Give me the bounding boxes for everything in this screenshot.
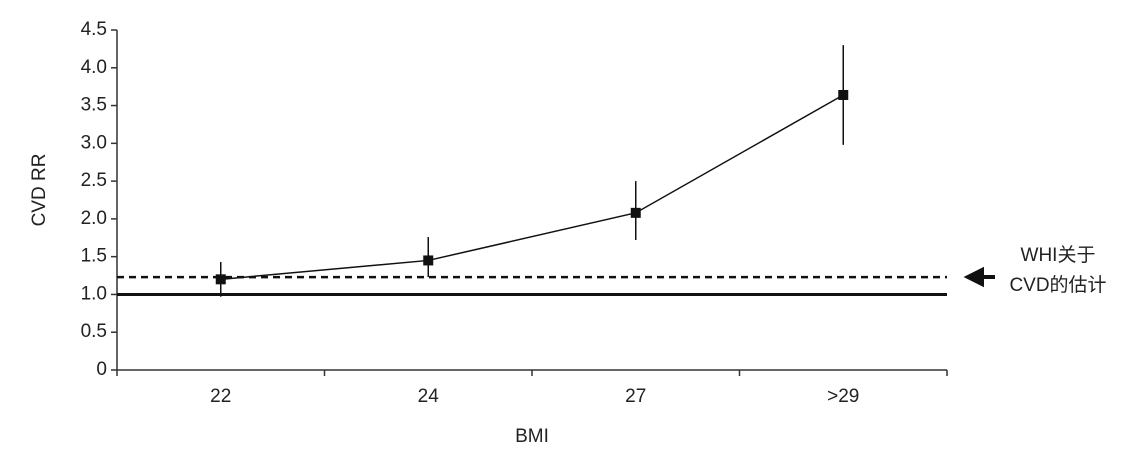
y-tick-label: 3.5 bbox=[81, 95, 107, 116]
y-tick-label: 4.0 bbox=[81, 57, 107, 78]
data-point bbox=[838, 89, 849, 100]
annotation: CVD的估计 bbox=[1009, 274, 1106, 296]
y-tick-label: 4.5 bbox=[81, 19, 107, 40]
y-tick-label: 1.0 bbox=[81, 283, 107, 304]
y-tick-label: 2.0 bbox=[81, 208, 107, 229]
data-point bbox=[630, 207, 641, 218]
y-axis-label: CVD RR bbox=[29, 154, 50, 227]
y-tick-label: 3.0 bbox=[81, 132, 107, 153]
y-tick-label: 2.5 bbox=[81, 170, 107, 191]
annotation-arrow bbox=[963, 266, 995, 288]
data-line bbox=[220, 94, 844, 281]
x-tick-label: 22 bbox=[210, 386, 231, 407]
annotation: WHI关于 bbox=[1021, 244, 1096, 266]
x-axis-label: BMI bbox=[515, 426, 549, 447]
x-tick-label: 24 bbox=[418, 386, 440, 407]
x-tick-label: >29 bbox=[827, 386, 859, 407]
x-tick-label: 27 bbox=[625, 386, 646, 407]
data-point bbox=[215, 274, 226, 285]
y-tick-label: 1.5 bbox=[81, 246, 107, 267]
y-tick-label: 0.5 bbox=[81, 321, 107, 342]
y-tick-label: 0 bbox=[96, 359, 107, 380]
data-point bbox=[423, 255, 434, 266]
